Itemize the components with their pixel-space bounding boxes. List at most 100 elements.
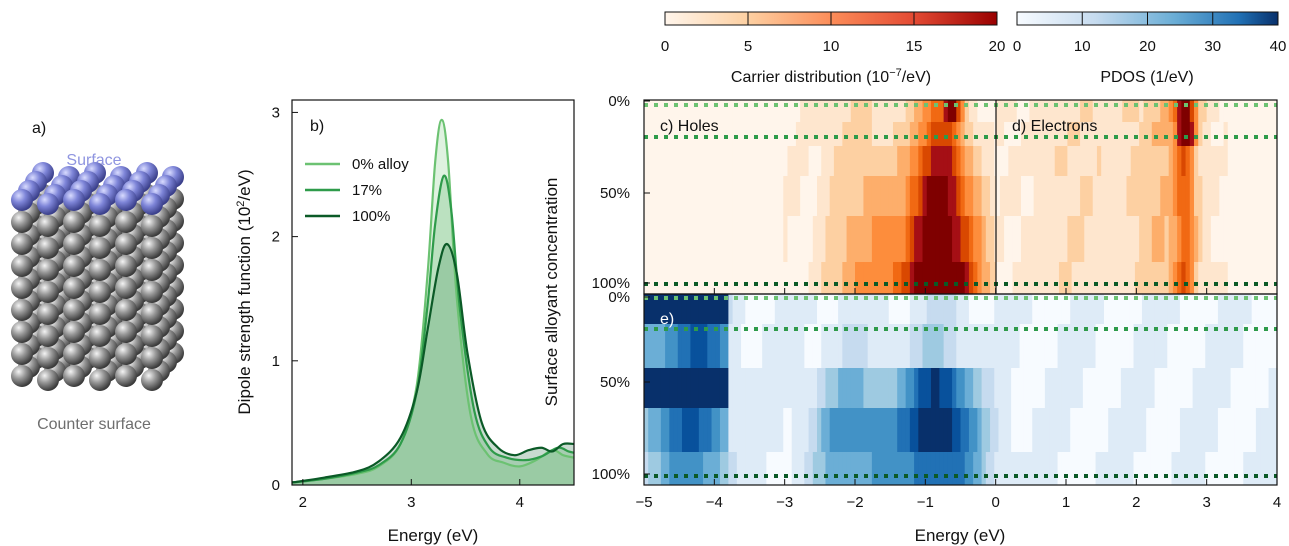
heatmap-cell <box>1016 100 1022 122</box>
heatmap-cell <box>833 122 839 146</box>
heatmap-cell <box>681 122 687 146</box>
heatmap-cell <box>1189 122 1195 146</box>
heatmap-cell <box>1046 100 1052 122</box>
atom <box>63 277 85 299</box>
heatmap-cell <box>930 452 936 485</box>
heatmap-cell <box>703 100 708 122</box>
heatmap-cell <box>1057 452 1063 485</box>
heatmap-cell <box>1223 216 1229 262</box>
heatmap-cell <box>842 368 848 408</box>
heatmap-cell <box>926 294 932 324</box>
heatmap-cell <box>1103 408 1109 452</box>
heatmap-cell <box>677 408 683 452</box>
heatmap-cell <box>1244 100 1250 122</box>
heatmap-cell <box>1189 100 1195 122</box>
heatmap-cell <box>703 216 708 262</box>
y-tick-label: 50% <box>600 374 630 391</box>
heatmap-cell <box>652 452 658 485</box>
heatmap-cell <box>1091 408 1097 452</box>
heatmap-cell <box>1075 262 1081 294</box>
heatmap-cell <box>892 146 898 176</box>
heatmap-cell <box>1092 216 1098 262</box>
heatmap-cell <box>1139 122 1144 146</box>
heatmap-xlabel: Energy (eV) <box>915 526 1006 545</box>
heatmap-cell <box>724 176 729 216</box>
heatmap-cell <box>1260 408 1265 452</box>
heatmap-cell <box>1247 408 1253 452</box>
panel-c-label: c) Holes <box>660 118 719 135</box>
heatmap-cell <box>1134 122 1140 146</box>
heatmap-cell <box>660 216 666 262</box>
heatmap-cell <box>956 216 962 262</box>
heatmap-cell <box>1251 452 1257 485</box>
heatmap-cell <box>897 122 903 146</box>
heatmap-cell <box>1147 176 1153 216</box>
heatmap-cell <box>745 294 751 324</box>
heatmap-cell <box>1261 146 1267 176</box>
heatmap-cell <box>985 324 991 368</box>
heatmap-cell <box>960 368 966 408</box>
heatmap-cell <box>914 294 919 324</box>
heatmap-cell <box>888 262 894 294</box>
heatmap-cell <box>1272 324 1278 368</box>
heatmap-cell <box>1095 408 1101 452</box>
heatmap-cell <box>766 100 772 122</box>
heatmap-cell <box>1074 452 1080 485</box>
heatmap-cell <box>656 146 662 176</box>
heatmap-cell <box>1028 408 1033 452</box>
heatmap-cell <box>1141 452 1147 485</box>
heatmap-cell <box>833 408 839 452</box>
heatmap-cell <box>901 452 907 485</box>
heatmap-cell <box>1020 216 1026 262</box>
heatmap-cell <box>838 176 843 216</box>
heatmap-cell <box>876 294 881 324</box>
heatmap-cell <box>850 100 856 122</box>
heatmap-cell <box>804 262 810 294</box>
heatmap-cell <box>652 146 658 176</box>
heatmap-cell <box>1226 452 1232 485</box>
heatmap-cell <box>977 368 983 408</box>
heatmap-cell <box>762 452 767 485</box>
y-tick-label: 0 <box>272 477 280 494</box>
heatmap-cell <box>985 452 991 485</box>
heatmap-cell <box>918 294 924 324</box>
heatmap-cell <box>1215 100 1220 122</box>
heatmap-cell <box>829 262 835 294</box>
heatmap-cell <box>952 324 957 368</box>
heatmap-cell <box>1188 324 1194 368</box>
heatmap-cell <box>1139 100 1144 122</box>
atom <box>37 325 59 347</box>
heatmap-cell <box>990 368 995 408</box>
heatmap-cell <box>968 324 974 368</box>
heatmap-cell <box>1179 294 1185 324</box>
heatmap-cell <box>770 122 776 146</box>
heatmap-cell <box>855 452 860 485</box>
heatmap-cell <box>1255 324 1261 368</box>
heatmap-cell <box>960 452 966 485</box>
heatmap-cell <box>1080 176 1085 216</box>
heatmap-cell <box>1156 176 1161 216</box>
legend-label: 0% alloy <box>352 156 409 173</box>
heatmap-cell <box>1194 262 1199 294</box>
heatmap-cell <box>1137 408 1143 452</box>
heatmap-cell <box>867 262 873 294</box>
heatmap-cell <box>1071 262 1077 294</box>
heatmap-cell <box>995 100 1001 122</box>
heatmap-cell <box>1274 176 1278 216</box>
heatmap-cell <box>724 408 729 452</box>
heatmap-cell <box>770 146 776 176</box>
heatmap-cell <box>1223 100 1229 122</box>
heatmap-cell <box>1151 146 1157 176</box>
heatmap-cell <box>779 368 784 408</box>
heatmap-cell <box>1050 100 1056 122</box>
heatmap-cell <box>1105 176 1111 216</box>
heatmap-cell <box>1255 368 1261 408</box>
heatmap-cell <box>1146 324 1151 368</box>
heatmap-cell <box>943 176 949 216</box>
heatmap-cell <box>741 122 746 146</box>
heatmap-cell <box>1264 294 1270 324</box>
heatmap-cell <box>1202 262 1208 294</box>
heatmap-cell <box>990 408 995 452</box>
heatmap-cell <box>1092 176 1098 216</box>
heatmap-cell <box>1160 122 1166 146</box>
